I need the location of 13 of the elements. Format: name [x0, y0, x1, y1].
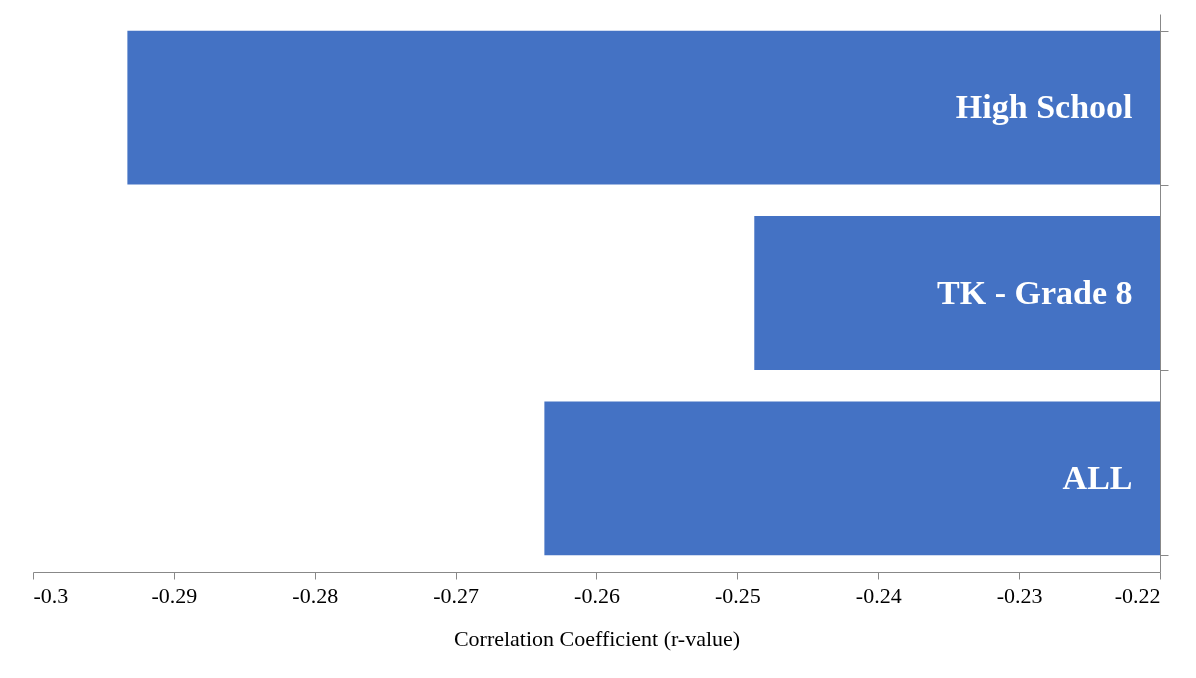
y-tick-label: TK - Grade 8 — [937, 273, 1133, 311]
y-tick-label: High School — [955, 88, 1133, 126]
x-tick-label: -0.23 — [996, 582, 1043, 608]
x-tick-label: -0.29 — [151, 582, 198, 608]
x-tick-label: -0.22 — [1114, 582, 1161, 608]
x-tick-label: -0.28 — [292, 582, 339, 608]
y-tick-label: ALL — [1062, 458, 1133, 496]
x-tick-label: -0.26 — [574, 582, 620, 608]
x-tick-label: -0.27 — [433, 582, 480, 608]
x-tick-label: -0.25 — [714, 582, 761, 608]
x-tick-label: -0.24 — [855, 582, 902, 608]
x-tick-label: -0.3 — [33, 582, 69, 608]
x-axis-title: Correlation Coefficient (r-value) — [453, 625, 741, 651]
